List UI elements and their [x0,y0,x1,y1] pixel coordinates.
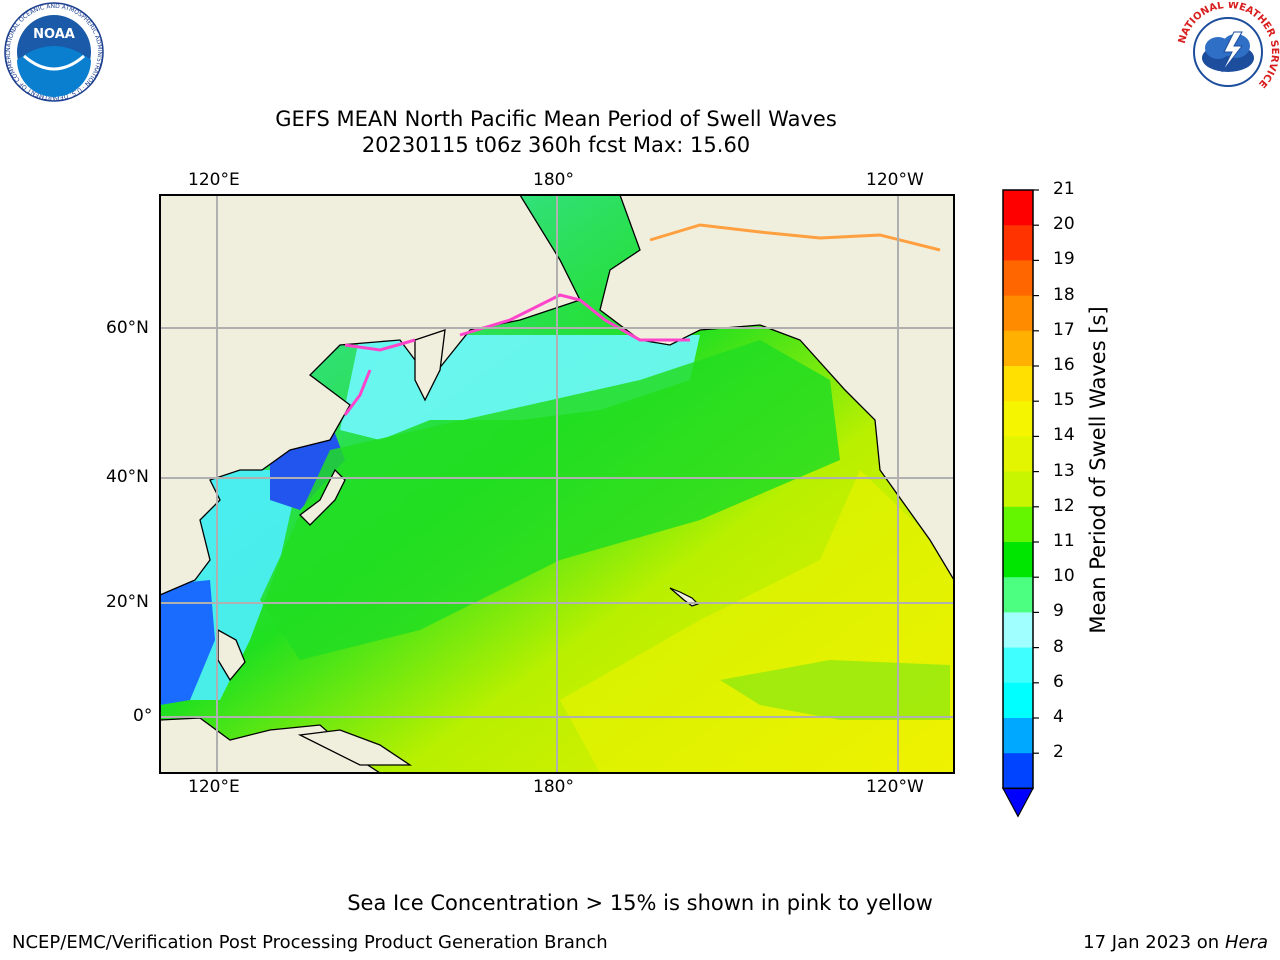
colorbar-tick-label: 16 [1053,355,1075,375]
ocean-blue-japan [270,420,345,510]
colorbar-swatch [1003,401,1033,437]
colorbar-swatch [1003,542,1033,578]
lat-label-60n: 60°N [106,318,149,338]
land-kamchatka [414,329,446,402]
lon-label-top-120e: 120°E [188,170,240,190]
nws-logo: NATIONAL WEATHER SERVICE [1177,2,1280,101]
colorbar-tick-label: 6 [1053,671,1064,692]
land-new-guinea [297,729,413,766]
lat-label-0: 0° [133,706,153,726]
colorbar-swatch [1003,612,1033,649]
colorbar-swatch [1003,436,1033,473]
footer-host: Hera [1224,932,1268,953]
colorbar-tick-label: 4 [1053,707,1064,727]
colorbar-tick-label: 8 [1053,636,1064,657]
sea-ice-edge-okhotsk [343,369,372,416]
colorbar-swatch [1003,753,1033,789]
colorbar-swatch [1003,295,1033,332]
colorbar-tick-label: 9 [1053,601,1064,622]
colorbar-swatch [1003,190,1033,226]
noaa-logo: NATIONAL OCEANIC AND ATMOSPHERIC ADMINIS… [2,2,104,102]
map-gridlines [160,195,954,773]
colorbar-tick-label: 20 [1053,214,1075,235]
colorbar-tick-label: 11 [1053,531,1075,551]
colorbar-swatch [1003,225,1033,261]
map-frame [159,194,955,774]
colorbar-tick-label: 19 [1053,249,1075,270]
colorbar-swatch [1003,718,1033,754]
ocean-green-central [260,340,840,660]
colorbar-swatch [1003,577,1033,613]
lon-label-bottom-120e: 120°E [188,777,240,797]
colorbar-swatch [1003,647,1033,684]
land-japan [299,468,346,526]
colorbar-swatch [1003,366,1033,402]
land-asia [160,195,581,596]
chart-title-line2: 20230115 t06z 360h fcst Max: 15.60 [361,133,751,157]
footer-right: 17 Jan 2023 on Hera [1083,932,1268,953]
sea-ice-note: Sea Ice Concentration > 15% is shown in … [347,891,933,915]
lat-label-20n: 20°N [106,592,149,612]
lon-label-top-120w: 120°W [866,170,924,190]
colorbar-tick-label: 2 [1053,742,1064,763]
colorbar-tick-label: 15 [1053,390,1075,411]
colorbar-label: Mean Period of Swell Waves [s] [1086,306,1110,634]
colorbar-swatch [1003,471,1033,508]
noaa-logo-text: NOAA [33,27,75,42]
colorbar-swatch [1003,506,1033,543]
colorbar [1001,189,1039,818]
colorbar-swatch [1003,330,1033,367]
colorbar-under-arrow [1001,787,1035,818]
colorbar-tick-label: 21 [1053,179,1075,199]
lat-label-40n: 40°N [106,467,149,487]
colorbar-swatch [1003,682,1033,719]
sea-ice-edge [344,293,690,352]
lon-label-bottom-180: 180° [533,777,574,797]
lon-label-top-180: 180° [533,170,574,190]
colorbar-tick-label: 18 [1053,284,1075,305]
colorbar-tick-label: 14 [1053,425,1075,446]
colorbar-swatch [1003,260,1033,297]
land-north-america [599,195,954,582]
colorbar-tick-label: 17 [1053,319,1075,340]
sea-ice-edge-arctic [649,223,941,252]
colorbar-tick-label: 12 [1053,495,1075,516]
colorbar-tick-label: 10 [1053,566,1075,587]
lon-label-bottom-120w: 120°W [866,777,924,797]
colorbar-tick-label: 13 [1053,460,1075,481]
colorbar-frame [1002,189,1034,790]
footer-date: 17 Jan 2023 on [1083,932,1220,953]
footer-left: NCEP/EMC/Verification Post Processing Pr… [12,932,608,953]
chart-title-line1: GEFS MEAN North Pacific Mean Period of S… [275,107,837,131]
ocean-blue-west [160,580,215,705]
ocean-yellow-east [560,470,954,773]
